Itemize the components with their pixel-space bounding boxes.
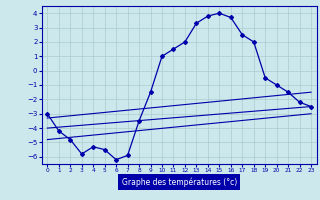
X-axis label: Graphe des températures (°c): Graphe des températures (°c) — [122, 177, 237, 187]
